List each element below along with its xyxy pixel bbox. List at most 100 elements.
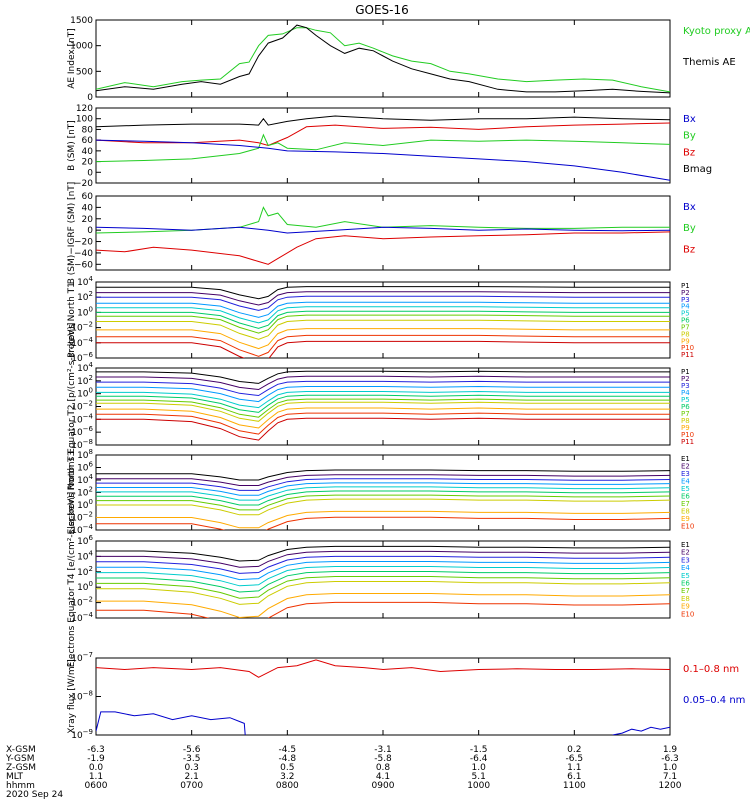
y-tick-label: 60 [82, 136, 94, 146]
series-p11 [96, 417, 670, 441]
y-tick-label: 10−6 [71, 351, 93, 364]
y-tick-label: 20 [82, 158, 94, 168]
legend-entry: E6 [681, 493, 690, 501]
y-tick-label: 102 [77, 486, 93, 499]
series-0-05-0-4-nm [612, 726, 670, 735]
series-p2 [96, 291, 670, 306]
series-bmag [96, 115, 670, 128]
y-tick-label: −20 [74, 238, 93, 248]
legend-entry: Bmag [683, 164, 712, 175]
y-tick-label: 120 [76, 104, 93, 114]
series-e5 [96, 566, 670, 587]
footer-value: 1200 [659, 781, 682, 791]
y-tick-label: 100 [77, 387, 93, 400]
series-p1 [96, 286, 670, 300]
series-p10 [96, 412, 670, 435]
footer-value: -6.4 [470, 754, 488, 764]
legend-entry: P7 [681, 323, 690, 331]
legend-entry: P2 [681, 375, 690, 383]
series-p6 [96, 310, 670, 329]
series-p11 [96, 340, 670, 358]
y-tick-label: 10−4 [71, 611, 93, 624]
legend-entry: Bz [683, 147, 695, 158]
series-e2 [96, 550, 670, 568]
y-tick-label: 102 [77, 374, 93, 387]
legend-entry: E9 [681, 515, 690, 523]
legend-entry: E3 [681, 556, 690, 564]
legend-entry: E2 [681, 463, 690, 471]
series-p2 [96, 375, 670, 391]
series-e6 [96, 490, 670, 506]
legend-entry: P8 [681, 330, 690, 338]
footer-value: -4.8 [279, 754, 297, 764]
y-tick-label: 10−4 [71, 523, 93, 536]
legend-entry: P5 [681, 396, 690, 404]
legend-entry: P1 [681, 368, 690, 376]
legend-entry: P2 [681, 289, 690, 297]
series-p5 [96, 390, 670, 409]
footer-row-label: X-GSM [6, 745, 36, 755]
footer-value: -3.1 [374, 745, 392, 755]
series-e10 [96, 601, 670, 618]
y-tick-label: 0 [87, 93, 93, 103]
footer-value: 5.1 [472, 772, 486, 782]
footer-value: 1000 [467, 781, 490, 791]
footer-value: 0900 [372, 781, 395, 791]
legend-entry: P11 [681, 351, 694, 359]
footer-row-label: Z-GSM [6, 763, 36, 773]
y-tick-label: 10−2 [71, 321, 93, 334]
y-axis-label: B (SM) [nT] [67, 120, 77, 171]
y-tick-label: 10−4 [71, 412, 93, 425]
panel-3 [95, 195, 671, 271]
legend-entry: E5 [681, 485, 690, 493]
y-axis-label: Electrons North T3 [67, 451, 77, 535]
y-tick-label: 1000 [70, 42, 93, 52]
y-tick-label: 106 [77, 461, 93, 474]
y-tick-label: 100 [77, 498, 93, 511]
footer-row-label: Y-GSM [5, 754, 34, 764]
y-tick-label: 102 [77, 565, 93, 578]
series-0-1-0-8-nm [96, 659, 670, 678]
series-p9 [96, 407, 670, 429]
series-e4 [96, 482, 670, 496]
legend-entry: 0.1–0.8 nm [683, 664, 739, 675]
y-axis-label: Xray flux [W/m²] [67, 659, 77, 733]
y-tick-label: 60 [82, 192, 94, 202]
y-tick-label: 40 [82, 203, 94, 213]
footer-value: -1.5 [470, 745, 488, 755]
legend-entry: P1 [681, 282, 690, 290]
legend-entry: P8 [681, 417, 690, 425]
series-e3 [96, 555, 670, 574]
panel-1 [95, 19, 671, 98]
y-tick-label: 104 [77, 549, 93, 562]
series-p6 [96, 394, 670, 413]
legend-entry: P11 [681, 438, 694, 446]
panel-4 [95, 281, 671, 359]
footer-value: 1.1 [89, 772, 103, 782]
y-tick-label: 100 [77, 305, 93, 318]
footer-value: 7.1 [663, 772, 677, 782]
plot-title: GOES-16 [355, 3, 409, 17]
y-tick-label: 104 [77, 473, 93, 486]
y-tick-label: 102 [77, 290, 93, 303]
y-tick-label: 0 [87, 168, 93, 178]
footer-value: 0.0 [89, 763, 104, 773]
y-tick-label: 104 [77, 361, 93, 374]
y-tick-label: 40 [82, 147, 94, 157]
y-tick-label: 10−9 [71, 728, 93, 741]
series-0-05-0-4-nm [96, 711, 246, 735]
legend-entry: Bx [683, 114, 696, 125]
legend-entry: Bx [683, 202, 696, 213]
legend-entry: E6 [681, 580, 690, 588]
panel-7 [95, 540, 671, 619]
series-e3 [96, 478, 670, 491]
legend-entry: Bz [683, 244, 695, 255]
series-bx [96, 226, 670, 234]
legend-entry: 0.05–0.4 nm [683, 695, 745, 706]
y-tick-label: 20 [82, 215, 94, 225]
footer-value: -5.6 [183, 745, 201, 755]
y-axis-label: AE Index [nT] [67, 28, 77, 89]
panel-frame [95, 367, 671, 446]
footer-value: 0.8 [376, 763, 391, 773]
y-tick-label: −20 [74, 179, 93, 189]
